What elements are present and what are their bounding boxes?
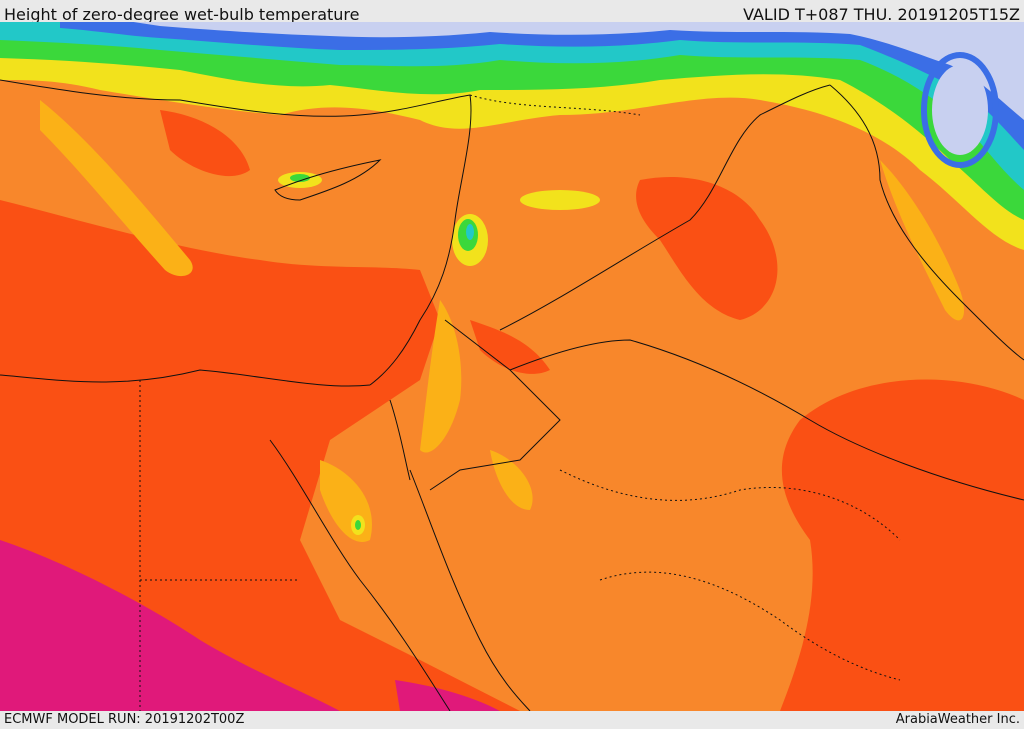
field-red-anatolia <box>160 110 250 177</box>
coastline-egypt-north <box>0 369 371 387</box>
field-red-iraq <box>636 176 778 320</box>
coastline-cyprus <box>274 159 382 201</box>
field-red-jordan <box>470 320 550 374</box>
model-run: ECMWF MODEL RUN: 20191202T00Z <box>4 712 245 727</box>
border-iraq-iran <box>829 84 1024 361</box>
title-bar: Height of zero-degree wet-bulb temperatu… <box>0 0 1024 22</box>
valid-time: VALID T+087 THU. 20191205T15Z <box>743 5 1020 22</box>
field-red-mediterranean <box>0 200 520 711</box>
field-amber-levant <box>420 300 462 453</box>
coastline-turkey-south <box>0 79 471 117</box>
field-yellow-syria <box>520 190 600 210</box>
coastline-red-sea-west <box>269 439 451 711</box>
border-saudi-internal-2 <box>599 571 901 681</box>
field-amber-west-streak <box>40 100 193 277</box>
border-saudi-internal-1 <box>559 469 901 541</box>
coastline-levant <box>369 94 472 386</box>
field-light-blue-north <box>120 20 1024 120</box>
weather-map <box>0 20 1024 711</box>
coastline-gulf-of-aqaba <box>389 399 411 481</box>
field-green-north-band <box>0 20 1024 220</box>
field-green-sinai <box>355 520 361 530</box>
border-jordan <box>429 319 561 491</box>
field-blue-caspian <box>921 52 999 168</box>
coastline-red-sea-east <box>409 469 531 711</box>
field-green-cyprus <box>290 174 310 182</box>
field-cyan-lebanon <box>466 224 474 240</box>
field-light-blue-caspian <box>932 65 988 155</box>
borders <box>0 79 1024 711</box>
field-red-east-arabia <box>780 379 1024 711</box>
border-syria-iraq <box>499 84 831 331</box>
field-amber-jordan <box>490 450 533 510</box>
field-magenta-south <box>0 540 340 711</box>
map-title: Height of zero-degree wet-bulb temperatu… <box>4 5 360 22</box>
field-magenta-red-sea <box>395 680 500 711</box>
border-iraq-saudi <box>509 339 1024 501</box>
footer-bar: ECMWF MODEL RUN: 20191202T00Z ArabiaWeat… <box>0 711 1024 729</box>
field-amber-zagros <box>880 160 965 321</box>
credit: ArabiaWeather Inc. <box>895 712 1020 727</box>
